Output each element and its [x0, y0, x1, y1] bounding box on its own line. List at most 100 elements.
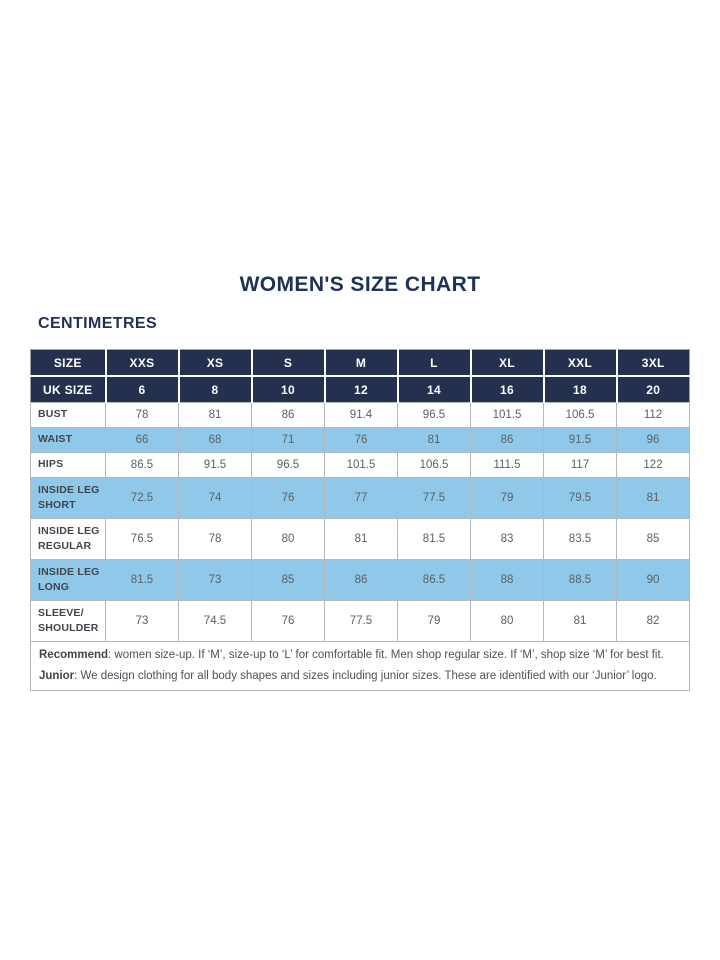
value-cell: 96.5	[251, 452, 325, 478]
value-cell: 86	[324, 559, 398, 601]
value-cell: 101.5	[470, 402, 544, 428]
value-cell: 96.5	[397, 402, 471, 428]
value-cell: 81	[178, 402, 252, 428]
value-cell: 88.5	[543, 559, 617, 601]
header-value-cell: 20	[616, 376, 690, 403]
note-line: Junior: We design clothing for all body …	[39, 666, 681, 687]
value-cell: 81.5	[105, 559, 179, 601]
header-label-cell: UK SIZE	[30, 376, 107, 403]
value-cell: 76	[251, 600, 325, 642]
header-label-cell: SIZE	[30, 349, 107, 377]
header-value-cell: 14	[397, 376, 472, 403]
value-cell: 71	[251, 427, 325, 453]
value-cell: 88	[470, 559, 544, 601]
value-cell: 77.5	[397, 477, 471, 519]
value-cell: 81	[324, 518, 398, 560]
row-label-cell: SLEEVE/SHOULDER	[30, 600, 106, 642]
page-title: WOMEN'S SIZE CHART	[239, 273, 481, 296]
value-cell: 81	[397, 427, 471, 453]
value-cell: 112	[616, 402, 690, 428]
value-cell: 76	[324, 427, 398, 453]
note-text: : We design clothing for all body shapes…	[74, 670, 657, 682]
header-value-cell: XL	[470, 349, 545, 377]
value-cell: 111.5	[470, 452, 544, 478]
value-cell: 117	[543, 452, 617, 478]
notes-row: Recommend: women size-up. If ‘M’, size-u…	[30, 641, 690, 691]
value-cell: 78	[105, 402, 179, 428]
value-cell: 79	[470, 477, 544, 519]
measurement-row: BUST 78 81 86 91.4 96.5 101.5 106.5 112	[30, 402, 690, 428]
value-cell: 91.4	[324, 402, 398, 428]
value-cell: 80	[470, 600, 544, 642]
header-value-cell: 18	[543, 376, 618, 403]
value-cell: 85	[616, 518, 690, 560]
notes-cell: Recommend: women size-up. If ‘M’, size-u…	[30, 641, 690, 691]
value-cell: 76	[251, 477, 325, 519]
row-label-cell: INSIDE LEG REGULAR	[30, 518, 106, 560]
value-cell: 77	[324, 477, 398, 519]
value-cell: 73	[105, 600, 179, 642]
row-label-cell: HIPS	[30, 452, 106, 478]
header-value-cell: M	[324, 349, 399, 377]
measurement-row: WAIST 66 68 71 76 81 86 91.5 96	[30, 427, 690, 453]
value-cell: 122	[616, 452, 690, 478]
header-value-cell: 12	[324, 376, 399, 403]
value-cell: 77.5	[324, 600, 398, 642]
size-header-row: SIZE XXS XS S M L XL XXL 3XL	[30, 349, 690, 377]
value-cell: 74.5	[178, 600, 252, 642]
value-cell: 66	[105, 427, 179, 453]
measurement-row: INSIDE LEG REGULAR 76.5 78 80 81 81.5 83 83.5 85	[30, 518, 690, 560]
header-value-cell: 10	[251, 376, 326, 403]
value-cell: 91.5	[178, 452, 252, 478]
value-cell: 74	[178, 477, 252, 519]
size-table-body: SIZE XXS XS S M L XL XXL 3XL UK SIZE 6 8 10 12 14 16 18 2…	[30, 349, 690, 691]
measurement-row: INSIDE LEG LONG 81.5 73 85 86 86.5 88 88.5 90	[30, 559, 690, 601]
row-label-cell: BUST	[30, 402, 106, 428]
header-value-cell: 6	[105, 376, 180, 403]
value-cell: 85	[251, 559, 325, 601]
header-value-cell: 16	[470, 376, 545, 403]
size-table: SIZE XXS XS S M L XL XXL 3XL UK SIZE 6 8 10 12 14 16 18 2…	[30, 349, 690, 691]
note-label: Recommend	[39, 649, 109, 661]
value-cell: 86.5	[105, 452, 179, 478]
value-cell: 83.5	[543, 518, 617, 560]
value-cell: 80	[251, 518, 325, 560]
header-value-cell: 8	[178, 376, 253, 403]
header-value-cell: XS	[178, 349, 253, 377]
note-text: : women size-up. If ‘M’, size-up to ‘L’ …	[108, 649, 664, 661]
value-cell: 81	[616, 477, 690, 519]
measurement-row: INSIDE LEG SHORT 72.5 74 76 77 77.5 79 79.5 81	[30, 477, 690, 519]
value-cell: 83	[470, 518, 544, 560]
value-cell: 106.5	[397, 452, 471, 478]
row-label-cell: INSIDE LEG SHORT	[30, 477, 106, 519]
header-value-cell: L	[397, 349, 472, 377]
row-label-cell: WAIST	[30, 427, 106, 453]
value-cell: 78	[178, 518, 252, 560]
value-cell: 81.5	[397, 518, 471, 560]
value-cell: 106.5	[543, 402, 617, 428]
measurement-row: SLEEVE/SHOULDER 73 74.5 76 77.5 79 80 81 82	[30, 600, 690, 642]
header-value-cell: XXS	[105, 349, 180, 377]
value-cell: 68	[178, 427, 252, 453]
measurement-row: HIPS 86.5 91.5 96.5 101.5 106.5 111.5 117 122	[30, 452, 690, 478]
value-cell: 91.5	[543, 427, 617, 453]
row-label-cell: INSIDE LEG LONG	[30, 559, 106, 601]
header-value-cell: XXL	[543, 349, 618, 377]
value-cell: 96	[616, 427, 690, 453]
header-value-cell: S	[251, 349, 326, 377]
value-cell: 82	[616, 600, 690, 642]
value-cell: 86	[251, 402, 325, 428]
value-cell: 101.5	[324, 452, 398, 478]
header-value-cell: 3XL	[616, 349, 690, 377]
value-cell: 81	[543, 600, 617, 642]
note-label: Junior	[39, 670, 75, 682]
note-line: Recommend: women size-up. If ‘M’, size-u…	[39, 645, 681, 666]
uk-size-row: UK SIZE 6 8 10 12 14 16 18 20	[30, 376, 690, 403]
value-cell: 86.5	[397, 559, 471, 601]
value-cell: 76.5	[105, 518, 179, 560]
value-cell: 73	[178, 559, 252, 601]
unit-heading: CENTIMETRES	[38, 315, 158, 332]
value-cell: 86	[470, 427, 544, 453]
value-cell: 79	[397, 600, 471, 642]
